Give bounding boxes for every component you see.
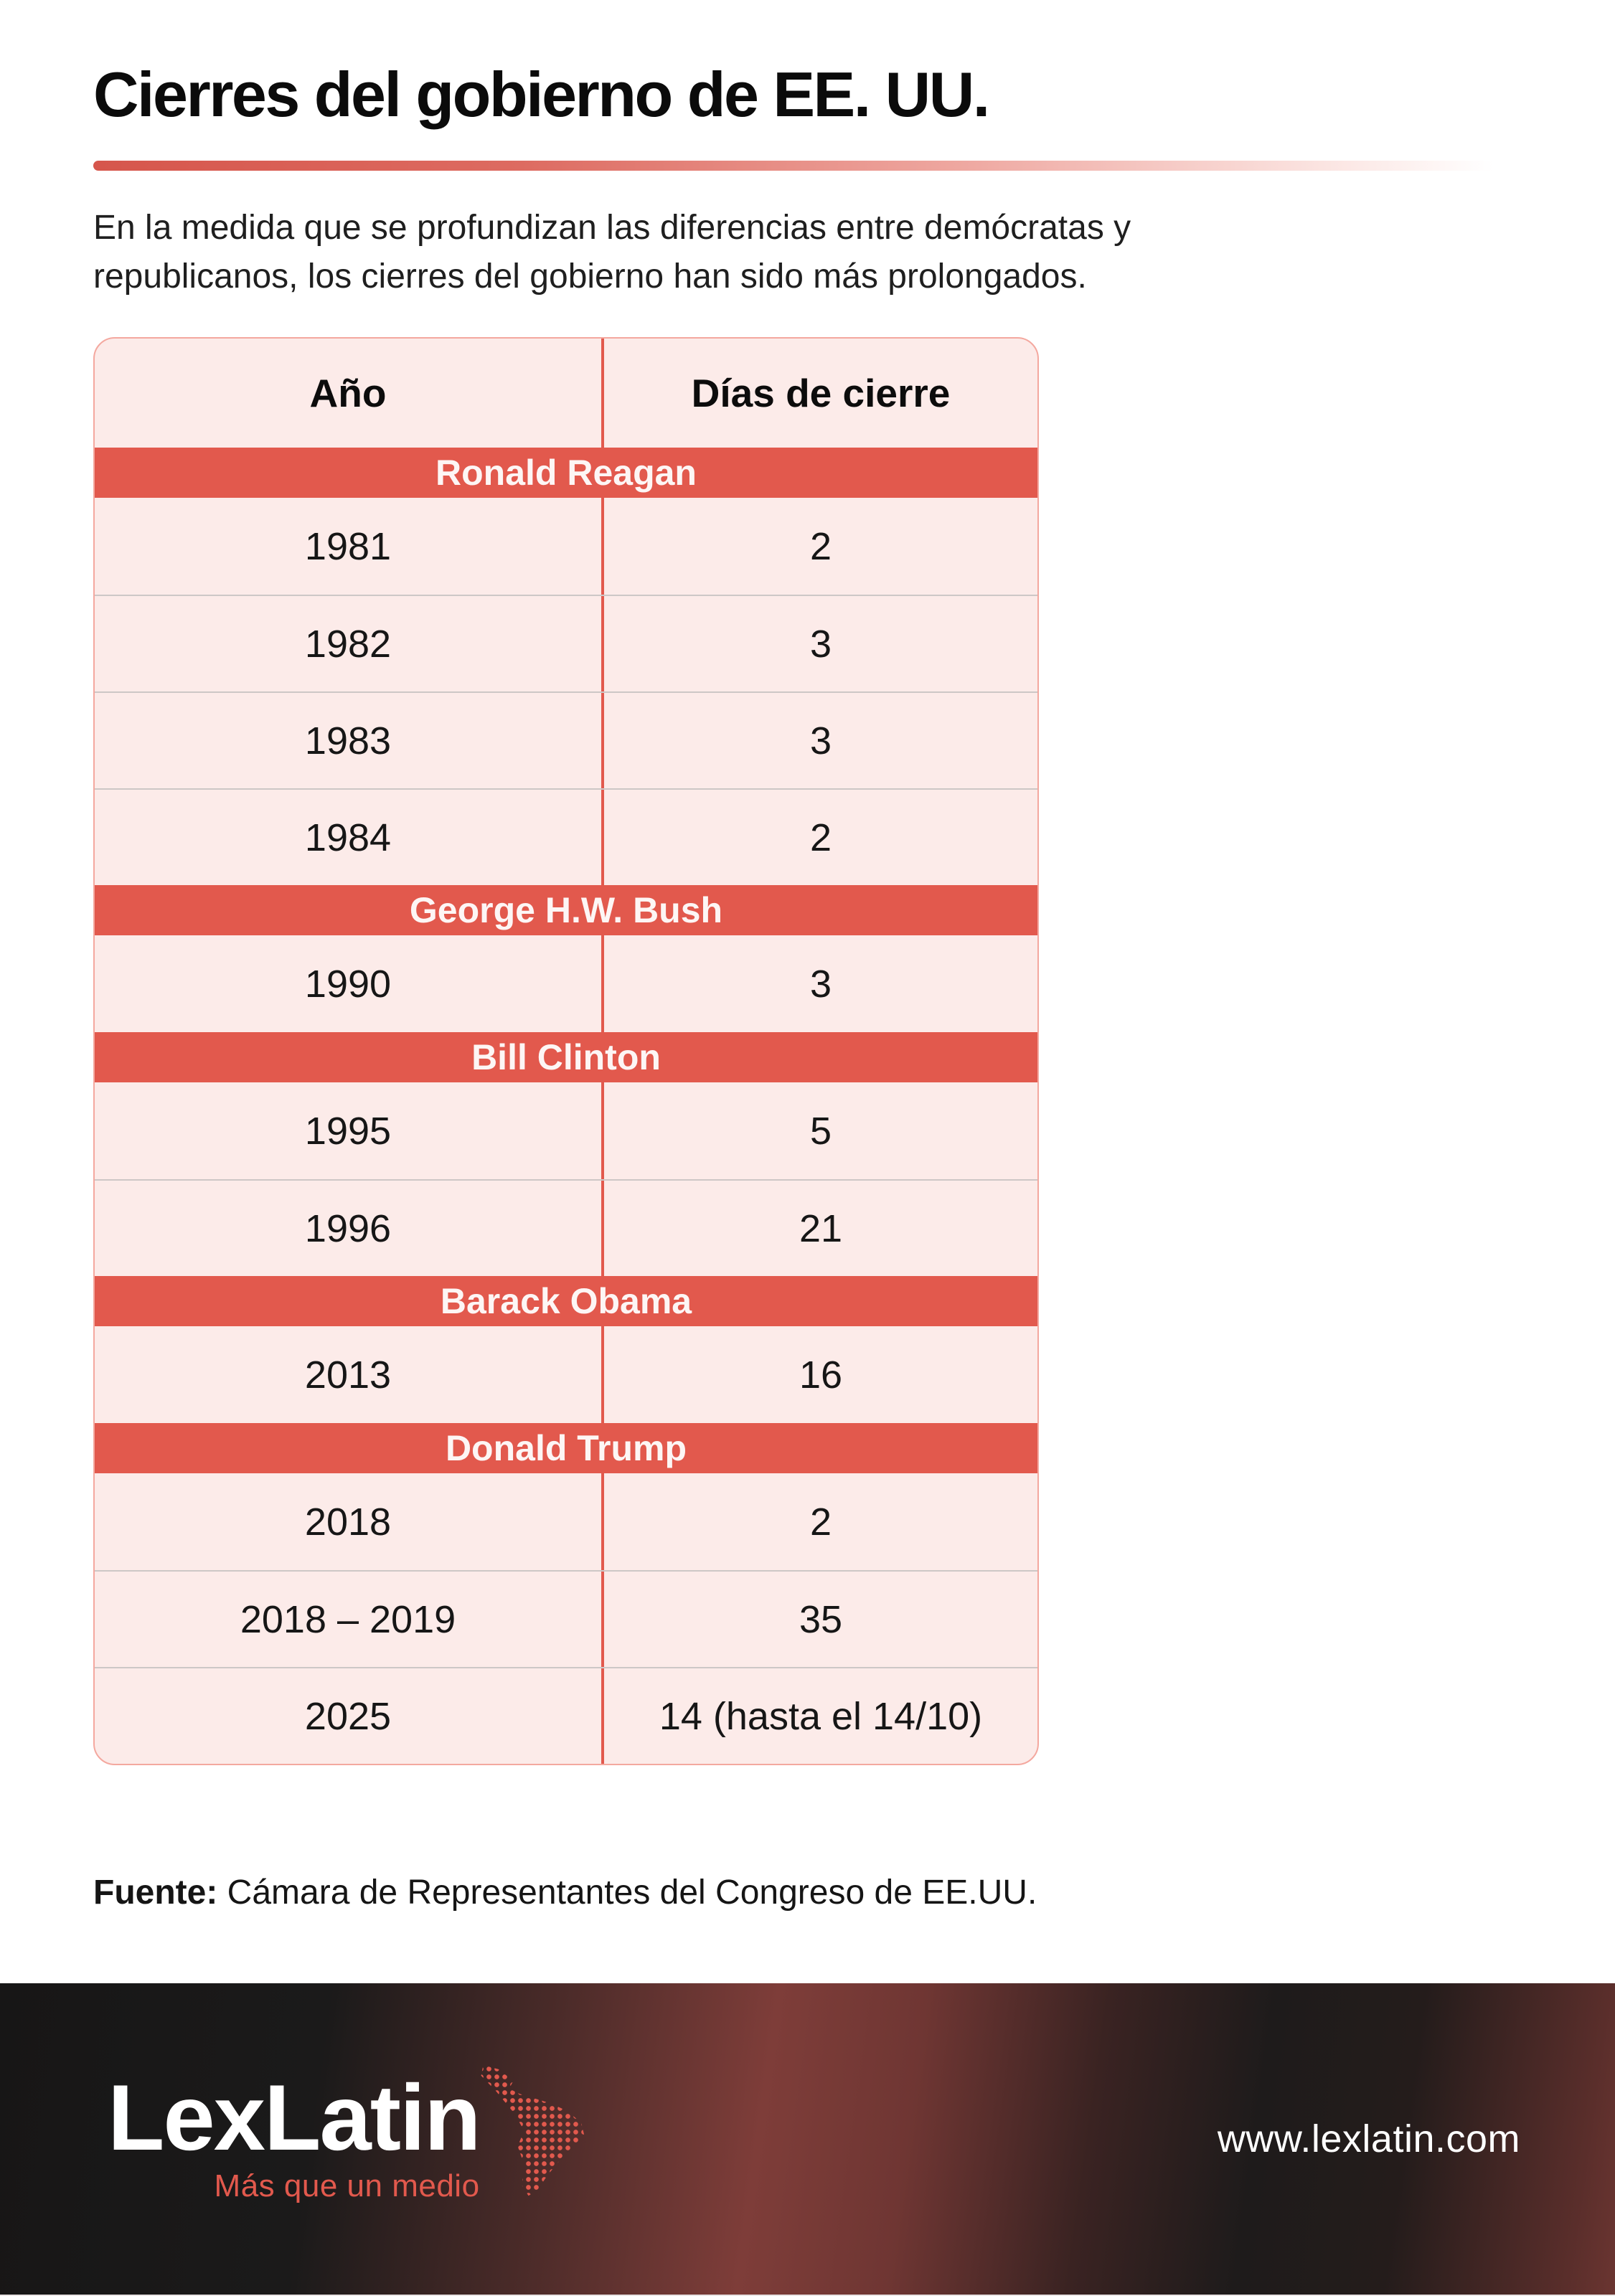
cell-days: 35 [799, 1597, 843, 1641]
cell-year: 2013 [95, 1326, 604, 1424]
cell-days: 2 [809, 1500, 832, 1544]
source-text: Cámara de Representantes del Congreso de… [217, 1874, 1037, 1912]
table-row: 2013 16 [95, 1326, 1037, 1424]
column-header-year: Año [95, 339, 604, 448]
source-label: Fuente: [93, 1874, 218, 1912]
column-header-days: Días de cierre [691, 371, 951, 416]
table-row: 1982 3 [95, 595, 1037, 692]
source-line: Fuente: Cámara de Representantes del Con… [93, 1873, 1522, 1912]
table-row: 2025 14 (hasta el 14/10) [95, 1667, 1037, 1764]
table-row: 1996 21 [95, 1179, 1037, 1277]
cell-year: 1996 [95, 1181, 604, 1277]
cell-year: 1995 [95, 1082, 604, 1180]
cell-days: 16 [799, 1353, 843, 1397]
table-row: 1990 3 [95, 935, 1037, 1033]
table-header-row: Año Días de cierre [95, 339, 1037, 448]
logo-tagline: Más que un medio [214, 2168, 480, 2203]
table-row: 2018 – 2019 35 [95, 1570, 1037, 1668]
cell-days: 3 [809, 962, 832, 1006]
subtitle-line-2: republicanos, los cierres del gobierno h… [93, 258, 1087, 296]
subtitle: En la medida que se profundizan las dife… [93, 204, 1522, 301]
president-band: Bill Clinton [95, 1032, 1037, 1083]
page-title: Cierres del gobierno de EE. UU. [93, 59, 990, 130]
lexlatin-logo: LexLatin Más que un medio [108, 2065, 585, 2204]
content-area: Cierres del gobierno de EE. UU. En la me… [93, 59, 1522, 1912]
lexlatin-wordmark: LexLatin [108, 2065, 481, 2170]
cell-year: 1984 [95, 790, 604, 886]
cell-days: 14 (hasta el 14/10) [659, 1694, 983, 1738]
latin-america-dotted-map-icon [481, 2065, 585, 2196]
cell-days: 2 [809, 524, 832, 568]
table-row: 2018 2 [95, 1473, 1037, 1571]
table-row: 1983 3 [95, 691, 1037, 789]
president-band: George H.W. Bush [95, 885, 1037, 936]
cell-year: 1990 [95, 935, 604, 1033]
president-band: Donald Trump [95, 1423, 1037, 1474]
shutdown-table-body: Ronald Reagan 1981 2 1982 3 1983 3 1984 2 George … [95, 448, 1037, 1764]
cell-days: 3 [809, 622, 832, 666]
table-row: 1995 5 [95, 1082, 1037, 1180]
cell-days: 21 [799, 1206, 843, 1250]
cell-year: 1982 [95, 596, 604, 692]
cell-year: 2025 [95, 1668, 604, 1764]
title-underline-rule [93, 161, 1522, 171]
subtitle-line-1: En la medida que se profundizan las dife… [93, 209, 1131, 247]
table-row: 1981 2 [95, 498, 1037, 595]
cell-year: 1983 [95, 693, 604, 789]
president-band: Ronald Reagan [95, 448, 1037, 499]
cell-days: 5 [809, 1109, 832, 1153]
cell-year: 2018 – 2019 [95, 1572, 604, 1668]
cell-year: 2018 [95, 1473, 604, 1571]
website-url: www.lexlatin.com [1217, 2117, 1520, 2160]
cell-days: 2 [809, 816, 832, 859]
president-band: Barack Obama [95, 1276, 1037, 1327]
shutdown-table: Año Días de cierre Ronald Reagan 1981 2 198… [93, 337, 1039, 1766]
footer: LexLatin Más que un medio www.lexlatin.c… [0, 1983, 1615, 2296]
cell-days: 3 [809, 719, 832, 762]
cell-year: 1981 [95, 498, 604, 595]
table-row: 1984 2 [95, 788, 1037, 886]
